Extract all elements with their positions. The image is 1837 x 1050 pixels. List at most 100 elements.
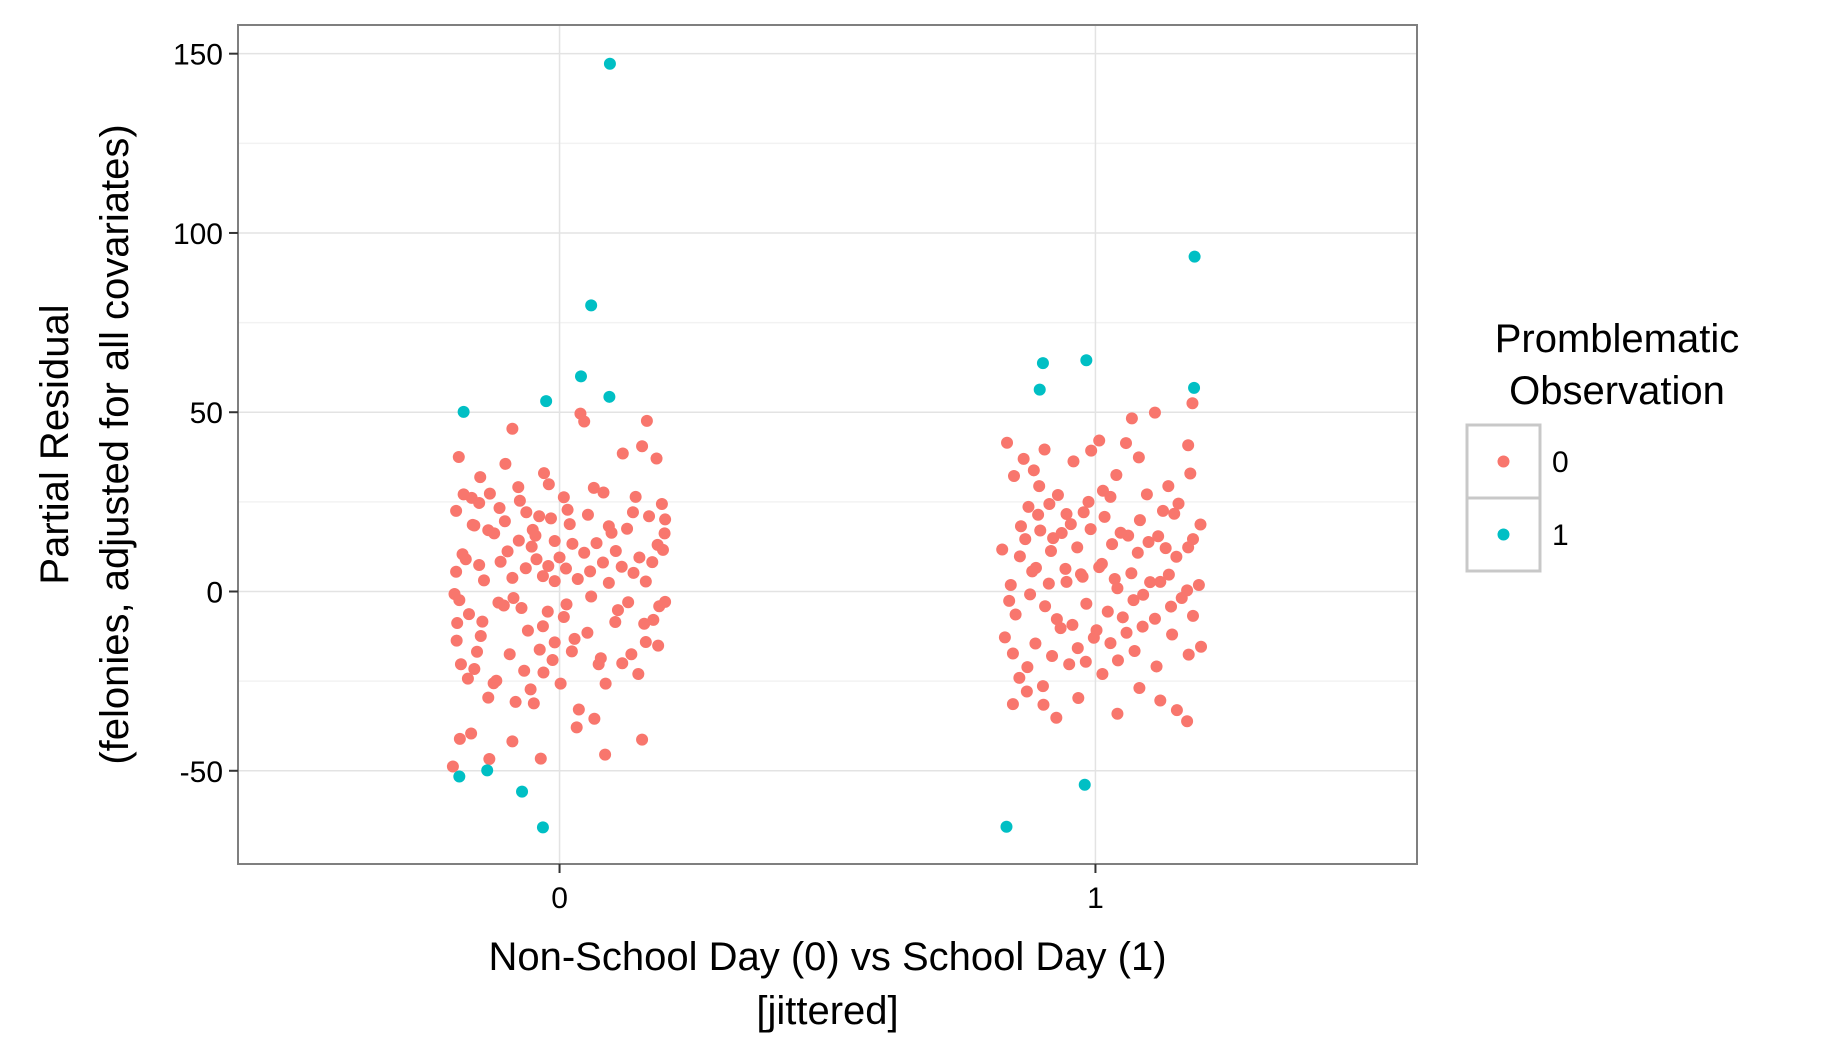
data-point-0 — [1071, 642, 1084, 655]
data-point-1 — [574, 370, 587, 383]
data-point-0 — [581, 508, 594, 521]
data-point-0 — [650, 452, 663, 465]
data-point-0 — [521, 624, 534, 637]
data-point-0 — [1125, 412, 1138, 425]
data-point-0 — [996, 543, 1009, 556]
data-point-0 — [541, 605, 554, 618]
data-point-0 — [553, 551, 566, 564]
data-point-0 — [506, 735, 519, 748]
data-point-0 — [548, 636, 561, 649]
data-point-0 — [629, 490, 642, 503]
data-point-0 — [1127, 594, 1140, 607]
data-point-0 — [450, 634, 463, 647]
data-point-0 — [536, 570, 549, 583]
data-point-0 — [1104, 490, 1117, 503]
data-point-0 — [466, 518, 479, 531]
y-axis-title: Partial Residual (felonies, adjusted for … — [33, 124, 137, 764]
data-point-0 — [1046, 650, 1059, 663]
data-point-0 — [566, 537, 579, 550]
data-point-0 — [533, 643, 546, 656]
data-point-0 — [655, 498, 668, 511]
data-point-0 — [1050, 613, 1063, 626]
data-point-0 — [536, 620, 549, 633]
data-point-0 — [453, 594, 466, 607]
data-point-0 — [503, 648, 516, 661]
data-point-0 — [1013, 671, 1026, 684]
data-point-0 — [596, 556, 609, 569]
data-point-0 — [1101, 605, 1114, 618]
data-point-0 — [1166, 628, 1179, 641]
data-point-1 — [540, 395, 553, 408]
data-point-0 — [468, 662, 481, 675]
data-point-0 — [1133, 681, 1146, 694]
data-point-0 — [1093, 561, 1106, 574]
data-point-0 — [1051, 489, 1064, 502]
data-point-0 — [1156, 504, 1169, 517]
data-point-0 — [1154, 694, 1167, 707]
data-point-0 — [542, 478, 555, 491]
data-point-0 — [494, 555, 507, 568]
data-point-0 — [546, 653, 559, 666]
data-point-0 — [519, 562, 532, 575]
data-point-0 — [1032, 508, 1045, 521]
data-point-0 — [554, 677, 567, 690]
data-point-0 — [1116, 611, 1129, 624]
data-point-0 — [512, 481, 525, 494]
y-tick-label: 100 — [173, 218, 223, 251]
data-point-0 — [621, 522, 634, 535]
data-point-0 — [1140, 488, 1153, 501]
data-point-0 — [571, 572, 584, 585]
data-point-0 — [1013, 550, 1026, 563]
data-point-0 — [627, 566, 640, 579]
data-point-0 — [658, 527, 671, 540]
data-point-0 — [1033, 480, 1046, 493]
data-point-0 — [1186, 609, 1199, 622]
data-point-0 — [1034, 524, 1047, 537]
x-tick-label: 1 — [1087, 882, 1104, 915]
data-point-1 — [453, 770, 466, 783]
data-point-0 — [1082, 495, 1095, 508]
data-point-0 — [1150, 660, 1163, 673]
x-axis-title-line: [jittered] — [756, 989, 898, 1033]
data-point-0 — [499, 457, 512, 470]
data-points — [446, 57, 1208, 834]
data-point-0 — [622, 596, 635, 609]
data-point-0 — [1064, 518, 1077, 531]
data-point-0 — [1108, 572, 1121, 585]
legend-title-line: Observation — [1509, 369, 1725, 413]
data-point-0 — [453, 732, 466, 745]
data-point-0 — [1059, 562, 1072, 575]
data-point-0 — [512, 534, 525, 547]
data-point-0 — [1120, 626, 1133, 639]
data-point-0 — [1007, 470, 1020, 483]
data-point-1 — [1188, 250, 1201, 263]
legend-key-point-0 — [1497, 455, 1510, 468]
data-point-0 — [1170, 704, 1183, 717]
data-point-1 — [1080, 354, 1093, 367]
data-point-0 — [1194, 518, 1207, 531]
data-point-0 — [1132, 451, 1145, 464]
data-point-0 — [1192, 579, 1205, 592]
data-point-0 — [1054, 622, 1067, 635]
data-point-0 — [633, 551, 646, 564]
data-point-0 — [639, 575, 652, 588]
data-point-0 — [1111, 707, 1124, 720]
data-point-0 — [1182, 439, 1195, 452]
data-point-0 — [493, 501, 506, 514]
data-point-1 — [603, 390, 616, 403]
data-point-0 — [615, 560, 628, 573]
data-point-0 — [1066, 618, 1079, 631]
data-point-0 — [1131, 546, 1144, 559]
data-point-0 — [490, 674, 503, 687]
data-point-0 — [652, 639, 665, 652]
data-point-0 — [515, 601, 528, 614]
data-point-0 — [1060, 508, 1073, 521]
data-point-0 — [1024, 588, 1037, 601]
data-point-0 — [1182, 648, 1195, 661]
data-point-0 — [544, 512, 557, 525]
legend: Promblematic Observation 0 1 — [1465, 317, 1739, 573]
data-point-0 — [590, 537, 603, 550]
data-point-1 — [1078, 778, 1091, 791]
data-point-0 — [584, 565, 597, 578]
